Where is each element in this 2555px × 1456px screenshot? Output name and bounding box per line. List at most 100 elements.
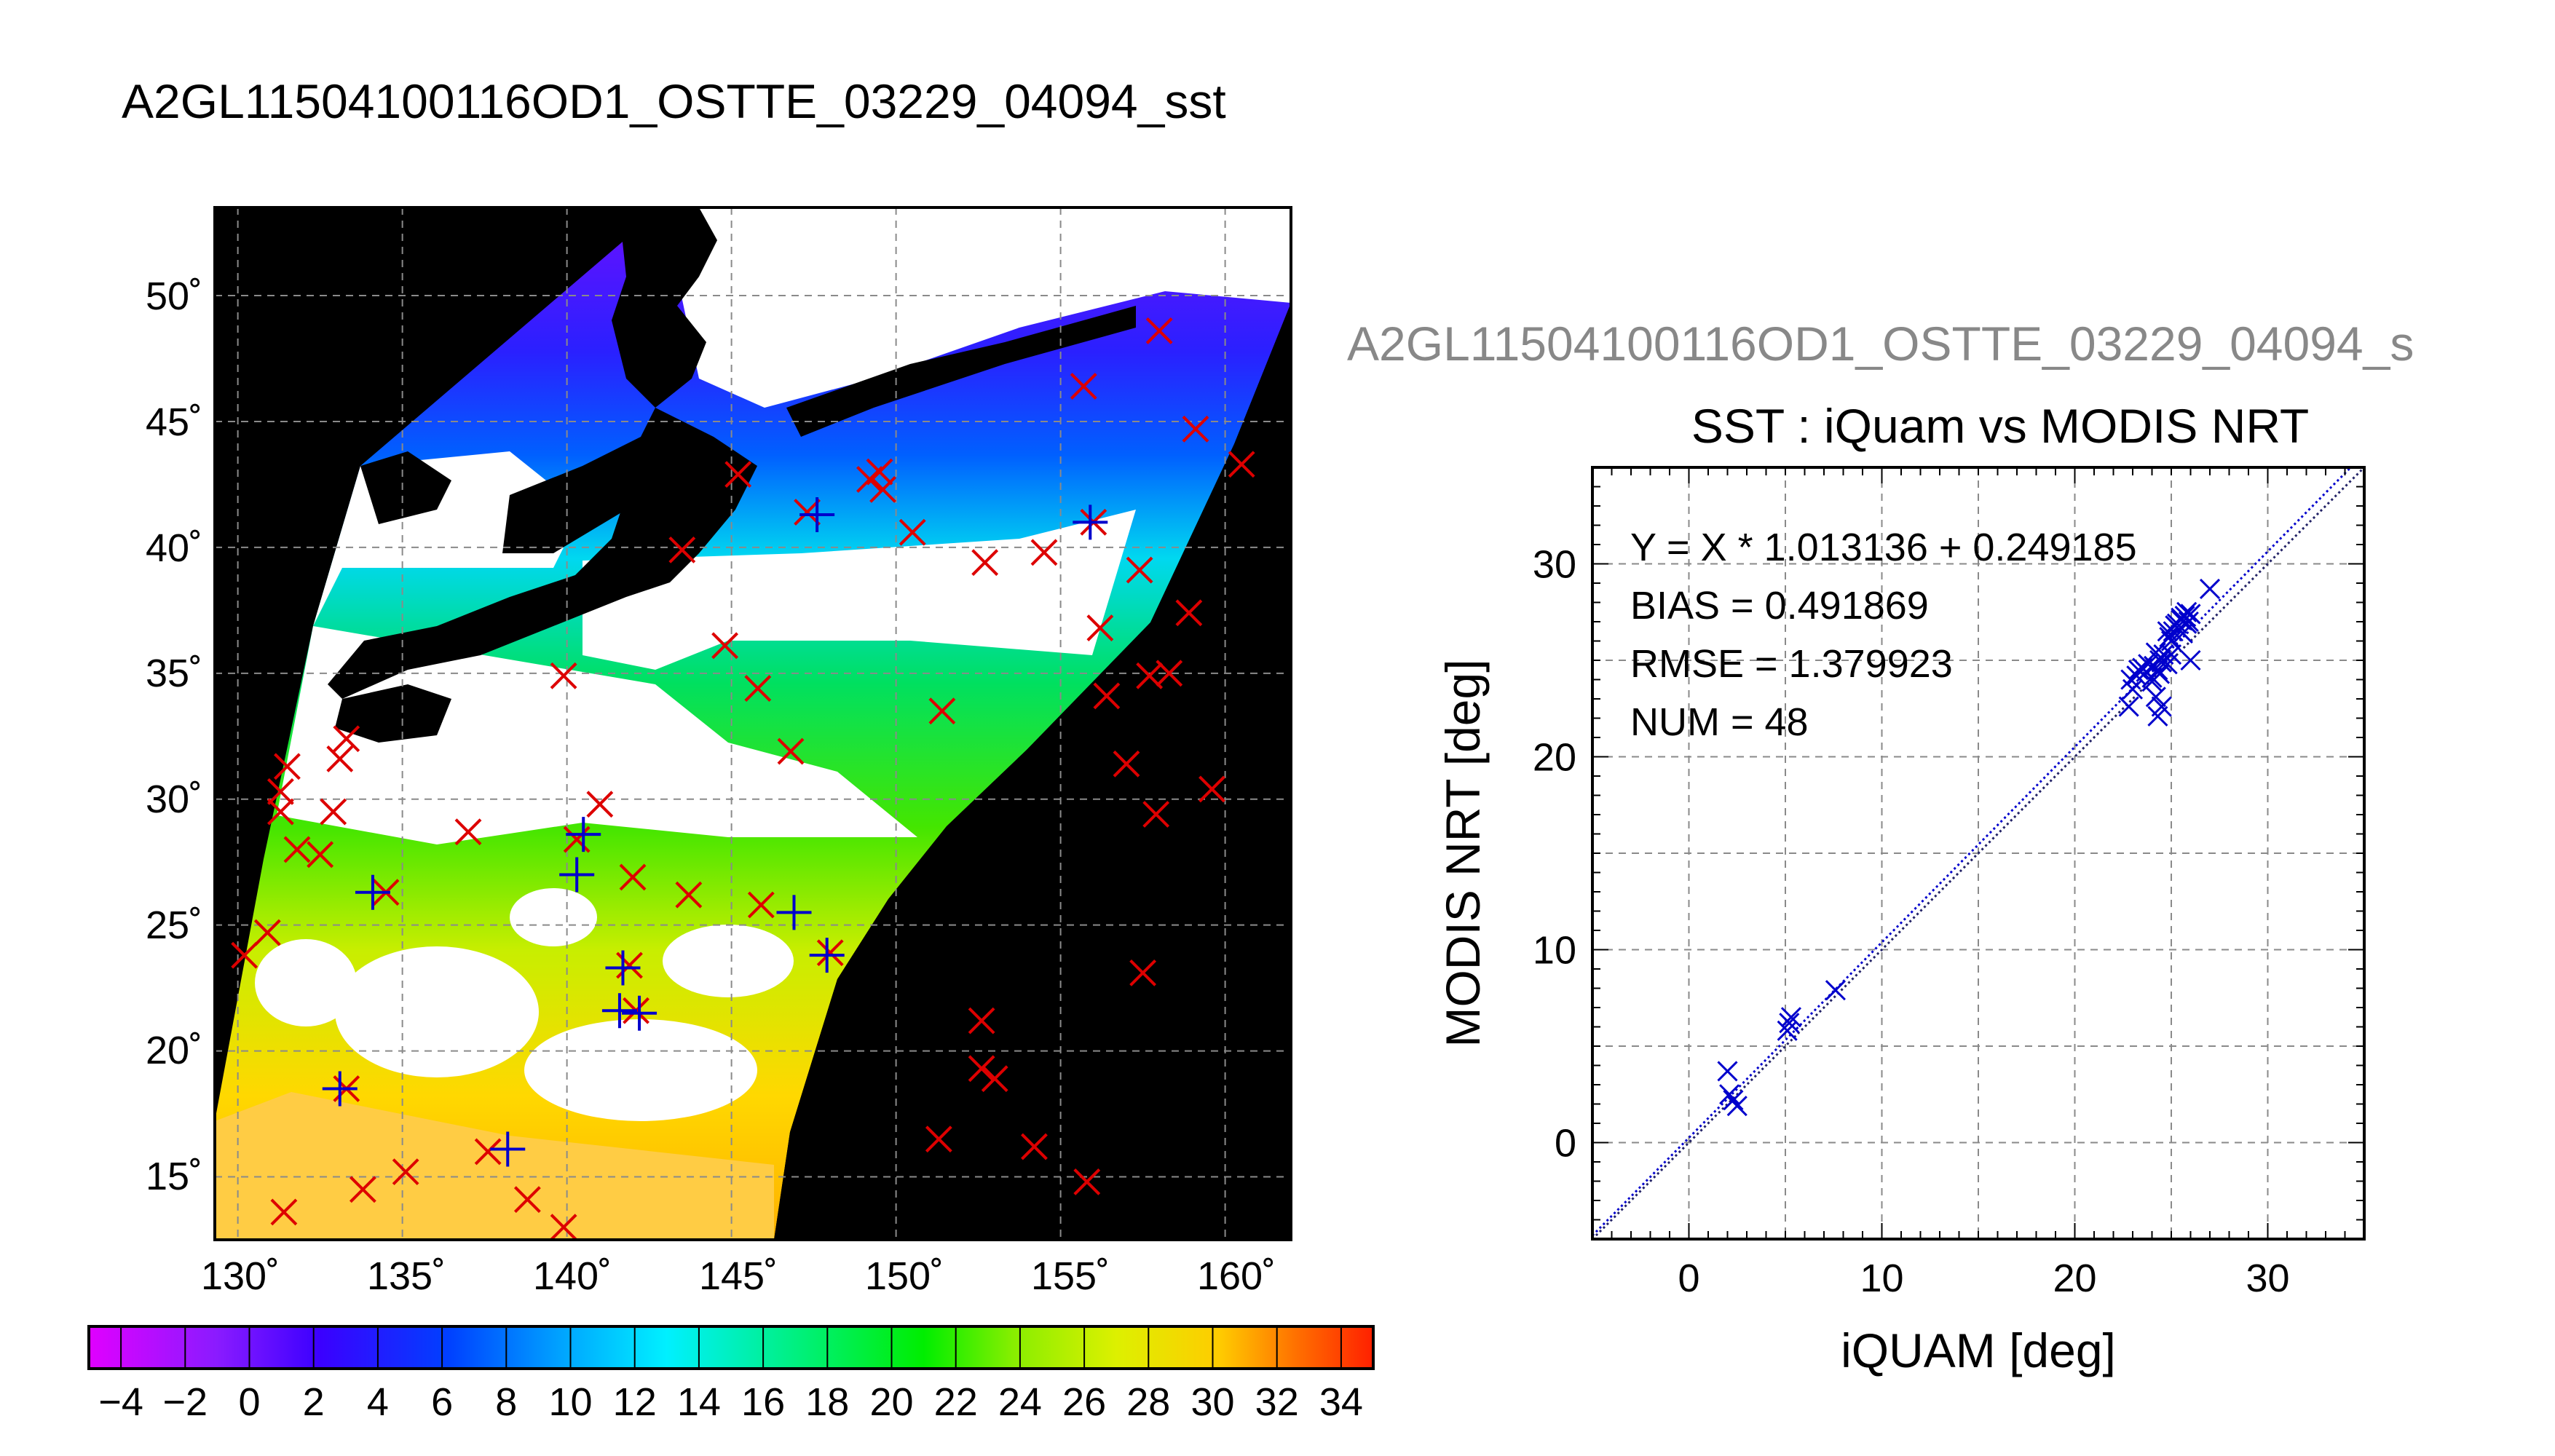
matchup-marker [809,938,845,973]
x-tick-label: 0 [1678,1257,1699,1300]
insitu-marker [1126,556,1153,584]
colorbar-tick-label: 8 [495,1380,517,1424]
colorbar-tick-label: −4 [98,1380,143,1424]
scatter-point [1779,1013,1800,1034]
colorbar-tick-label: 10 [548,1380,592,1424]
insitu-marker [1030,539,1058,566]
scatter-x-label: iQUAM [deg] [1841,1324,2116,1377]
lat-tick-label: 20˚ [146,1029,202,1072]
colorbar-tick-label: 32 [1255,1380,1299,1424]
colorbar-tick-label: 16 [741,1380,785,1424]
scatter-panel [1591,466,2366,1241]
colorbar-tick-label: 34 [1319,1380,1363,1424]
scatter-point [1825,980,1846,1001]
colorbar-tick-label: 0 [238,1380,260,1424]
scatter-point [2128,660,2149,681]
insitu-marker [747,891,775,919]
insitu-marker [968,1007,995,1034]
lat-tick-label: 30˚ [146,778,202,821]
colorbar-gradient [87,1325,1375,1370]
scatter-point [1717,1061,1738,1082]
insitu-marker [266,778,294,805]
lon-tick-label: 140˚ [533,1254,612,1298]
scatter-minor-ticks [1592,467,2365,1240]
insitu-marker [1073,1168,1101,1195]
colorbar-tick-label: 14 [677,1380,721,1424]
lon-tick-label: 130˚ [201,1254,280,1298]
insitu-marker [550,1214,577,1240]
scatter-point [1777,1020,1798,1041]
insitu-marker [326,745,354,772]
insitu-marker [777,737,805,765]
insitu-marker [392,1158,419,1186]
scatter-y-label: MODIS NRT [deg] [1436,659,1490,1047]
scatter-point [1719,1084,1740,1105]
colorbar-tick-label: 20 [869,1380,913,1424]
scatter-point [1726,1096,1748,1117]
one-to-one-line [1592,467,2364,1239]
y-tick-label: 10 [1533,929,1576,973]
insitu-marker [513,1186,541,1214]
lon-tick-label: 160˚ [1197,1254,1276,1298]
insitu-marker [744,675,772,702]
y-tick-label: 30 [1533,543,1576,587]
lat-tick-label: 45˚ [146,400,202,444]
matchup-marker [776,895,812,930]
scatter-point [2180,649,2201,671]
insitu-marker [349,1176,376,1203]
insitu-marker [266,798,294,826]
insitu-marker [550,662,577,689]
scatter-point [2171,607,2192,628]
insitu-marker [869,475,896,503]
stats-equation: Y = X * 1.013136 + 0.249185 [1630,526,2137,569]
insitu-marker [619,863,647,891]
map-panel [213,206,1292,1241]
insitu-marker [1113,750,1140,778]
scatter-header: A2GL11504100116OD1_OSTTE_03229_04094_s [1347,317,2414,371]
matchup-marker [622,995,657,1031]
matchup-marker [322,1071,358,1107]
lat-tick-label: 35˚ [146,652,202,695]
matchup-marker [601,993,637,1029]
lat-tick-label: 15˚ [146,1155,202,1198]
matchup-marker [355,874,390,910]
insitu-marker [1175,599,1203,627]
insitu-marker [928,697,956,725]
lon-tick-label: 155˚ [1031,1254,1110,1298]
insitu-marker [1198,775,1225,803]
insitu-marker [320,798,347,826]
insitu-marker [283,836,311,863]
lat-tick-label: 40˚ [146,526,202,570]
insitu-marker [307,841,334,869]
colorbar-tick-label: 24 [998,1380,1042,1424]
colorbar-tick-label: 4 [367,1380,389,1424]
insitu-marker [333,725,360,753]
scatter-y-tick-labels: 0 10 20 30 [1533,543,1576,1166]
insitu-marker [1182,415,1209,443]
matchup-marker [799,496,835,532]
scatter-point [2199,578,2221,600]
matchup-marker [559,857,595,893]
lat-tick-label: 50˚ [146,274,202,318]
scatter-point [1723,1090,1744,1111]
scatter-stats: Y = X * 1.013136 + 0.249185 BIAS = 0.491… [1630,526,2137,744]
insitu-marker [981,1065,1008,1093]
colorbar-dividers [120,1326,1342,1369]
colorbar-tick-label: 28 [1126,1380,1170,1424]
map-title: A2GL11504100116OD1_OSTTE_03229_04094_sst [122,74,1226,128]
map-latitude-ticks: 50˚ 45˚ 40˚ 35˚ 30˚ 25˚ 20˚ 15˚ [146,274,202,1198]
colorbar-tick-label: 18 [805,1380,849,1424]
insitu-marker [274,753,301,780]
insitu-marker [616,951,643,979]
insitu-marker [794,499,821,526]
insitu-marker [899,518,926,546]
x-tick-label: 20 [2053,1257,2096,1300]
lon-tick-label: 135˚ [367,1254,446,1298]
lon-tick-label: 145˚ [699,1254,778,1298]
scatter-point [2151,696,2172,717]
x-tick-label: 30 [2246,1257,2289,1300]
colorbar-tick-label: 22 [934,1380,978,1424]
scatter-point [2159,627,2180,648]
colorbar-tick-label: 12 [613,1380,657,1424]
